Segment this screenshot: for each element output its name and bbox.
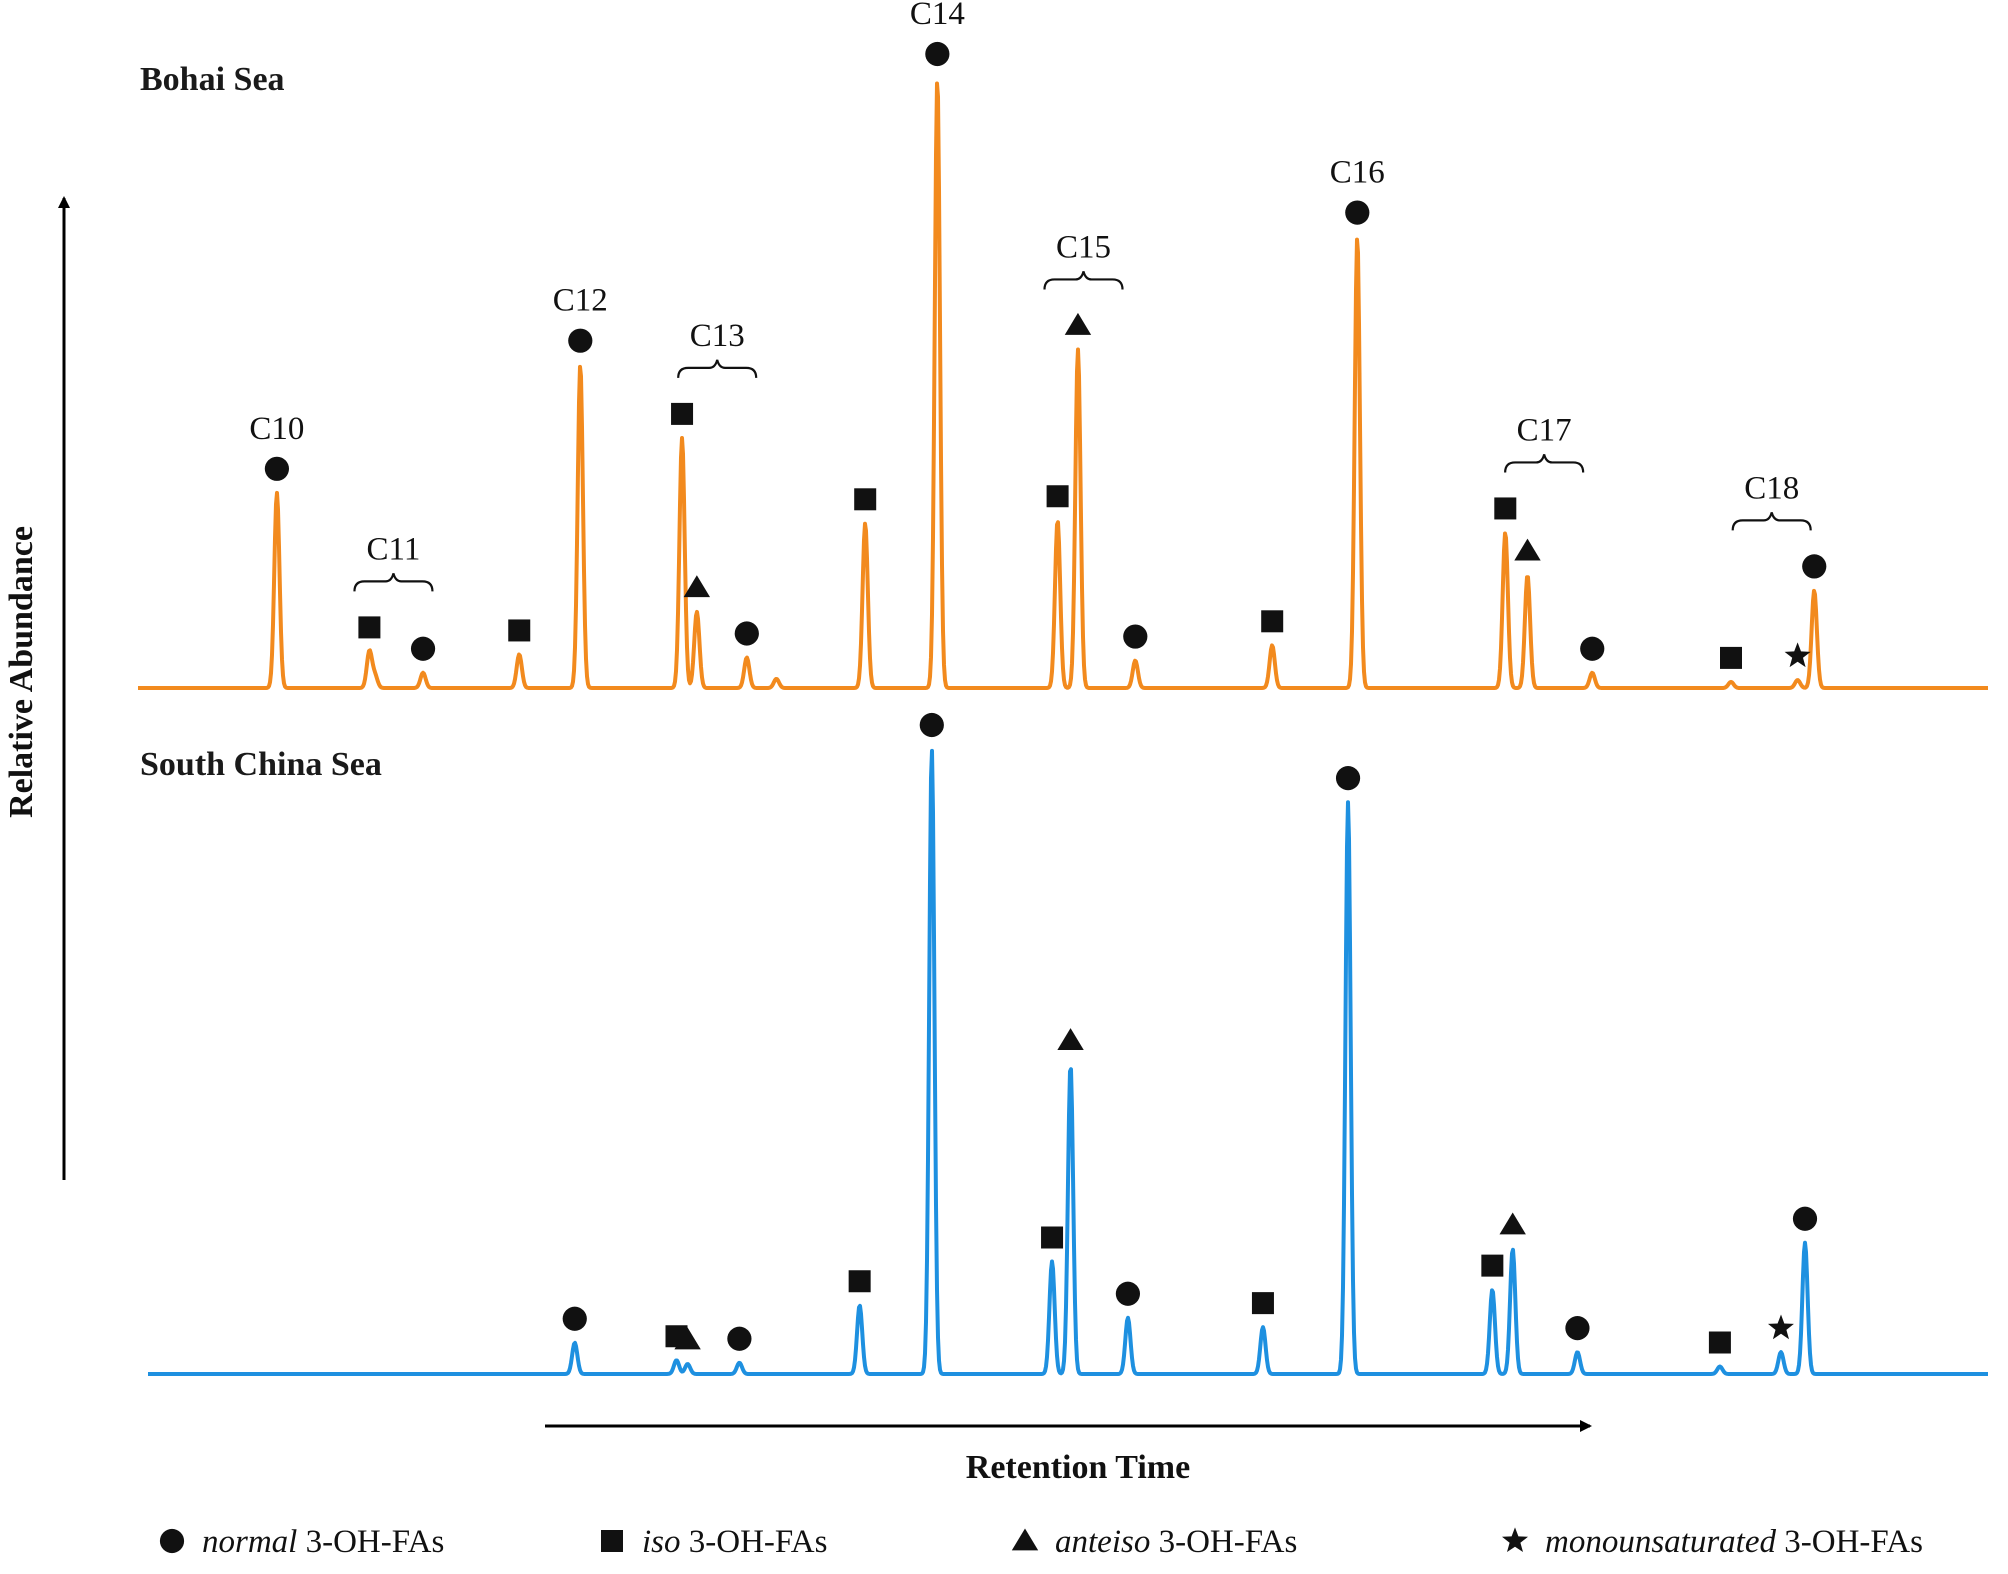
peak-marker-circle-1-16 bbox=[1792, 1206, 1818, 1231]
peak-marker-square-0-6 bbox=[671, 402, 694, 425]
group-brace bbox=[1731, 512, 1812, 531]
group-brace bbox=[677, 359, 758, 378]
peak-marker-square-0-12 bbox=[1046, 485, 1069, 508]
peak-marker-triangle-1-12 bbox=[1499, 1212, 1526, 1235]
peak-marker-square-0-20 bbox=[1720, 646, 1742, 669]
peak-marker-triangle-0-13 bbox=[1064, 312, 1092, 335]
group-label: C17 bbox=[1517, 412, 1572, 448]
legend-marker-anteiso bbox=[1011, 1528, 1039, 1551]
peak-label: C14 bbox=[910, 0, 965, 32]
peak-marker-circle-1-13 bbox=[1565, 1316, 1590, 1341]
x-axis-title: Retention Time bbox=[966, 1449, 1190, 1486]
group-label: C11 bbox=[367, 531, 421, 567]
peak-marker-square-0-15 bbox=[1261, 610, 1284, 633]
series-line bbox=[137, 81, 1989, 690]
group-label: C13 bbox=[690, 318, 745, 354]
peak-marker-square-1-14 bbox=[1708, 1331, 1731, 1354]
peak-marker-square-1-11 bbox=[1481, 1254, 1504, 1277]
legend-label-monounsaturated: monounsaturated 3-OH-FAs bbox=[1545, 1524, 1923, 1560]
peak-marker-square-0-10 bbox=[854, 488, 877, 511]
peak-marker-square-1-6 bbox=[1041, 1226, 1064, 1249]
panel-title-south-china: South China Sea bbox=[140, 746, 382, 783]
peak-marker-circle-0-0 bbox=[264, 456, 289, 481]
peak-marker-star-0-21 bbox=[1784, 642, 1811, 668]
y-axis-title: Relative Abundance bbox=[3, 526, 40, 818]
peak-marker-square-1-9 bbox=[1251, 1292, 1274, 1315]
peak-marker-star-1-15 bbox=[1768, 1314, 1794, 1340]
peak-label: C16 bbox=[1330, 155, 1385, 191]
legend-label-anteiso: anteiso 3-OH-FAs bbox=[1055, 1524, 1297, 1560]
peak-marker-triangle-1-7 bbox=[1057, 1028, 1084, 1051]
peak-marker-circle-0-16 bbox=[1345, 200, 1370, 225]
peak-marker-triangle-0-7 bbox=[683, 575, 711, 598]
peak-marker-circle-1-0 bbox=[562, 1306, 587, 1331]
peak-marker-circle-1-8 bbox=[1115, 1281, 1140, 1306]
trace-bohai-sea bbox=[137, 81, 1989, 690]
group-brace bbox=[353, 573, 434, 592]
peak-marker-circle-0-11 bbox=[925, 41, 950, 67]
peak-marker-circle-0-5 bbox=[568, 328, 593, 353]
peak-labels: C10 C12 C14 C16 C11 C13 C15 C17 C18 bbox=[249, 0, 1812, 592]
peak-marker-circle-0-3 bbox=[410, 636, 436, 661]
peak-marker-triangle-1-2 bbox=[674, 1327, 701, 1350]
panel-title-bohai: Bohai Sea bbox=[140, 61, 285, 98]
peak-marker-square-0-4 bbox=[508, 619, 531, 642]
peak-marker-square-0-1 bbox=[358, 616, 381, 639]
peak-marker-circle-0-19 bbox=[1580, 636, 1605, 661]
peak-marker-circle-1-3 bbox=[727, 1326, 752, 1351]
peak-marker-square-0-17 bbox=[1494, 497, 1517, 520]
peak-markers bbox=[264, 41, 1827, 1354]
peak-marker-circle-1-10 bbox=[1335, 766, 1361, 791]
group-brace bbox=[1504, 454, 1585, 473]
trace-south-china-sea bbox=[147, 748, 1989, 1376]
peak-marker-circle-1-5 bbox=[919, 712, 944, 738]
legend-marker-normal bbox=[159, 1528, 185, 1554]
peak-marker-circle-0-14 bbox=[1123, 624, 1148, 649]
legend: normal 3-OH-FAs iso 3-OH-FAs anteiso 3-OH-… bbox=[159, 1524, 1923, 1560]
peak-marker-circle-0-8 bbox=[734, 621, 759, 646]
legend-marker-iso bbox=[601, 1530, 623, 1552]
peak-marker-square-1-4 bbox=[848, 1270, 871, 1293]
legend-marker-monounsaturated bbox=[1502, 1527, 1528, 1552]
peak-label: C10 bbox=[249, 411, 304, 447]
peak-marker-triangle-0-18 bbox=[1514, 538, 1541, 561]
group-label: C18 bbox=[1744, 470, 1799, 506]
legend-label-iso: iso 3-OH-FAs bbox=[642, 1524, 828, 1560]
series-line bbox=[147, 748, 1989, 1376]
peak-marker-circle-0-22 bbox=[1802, 554, 1827, 579]
legend-label-normal: normal 3-OH-FAs bbox=[202, 1524, 444, 1560]
group-brace bbox=[1043, 271, 1124, 290]
peak-label: C12 bbox=[553, 283, 608, 319]
group-label: C15 bbox=[1056, 229, 1111, 265]
